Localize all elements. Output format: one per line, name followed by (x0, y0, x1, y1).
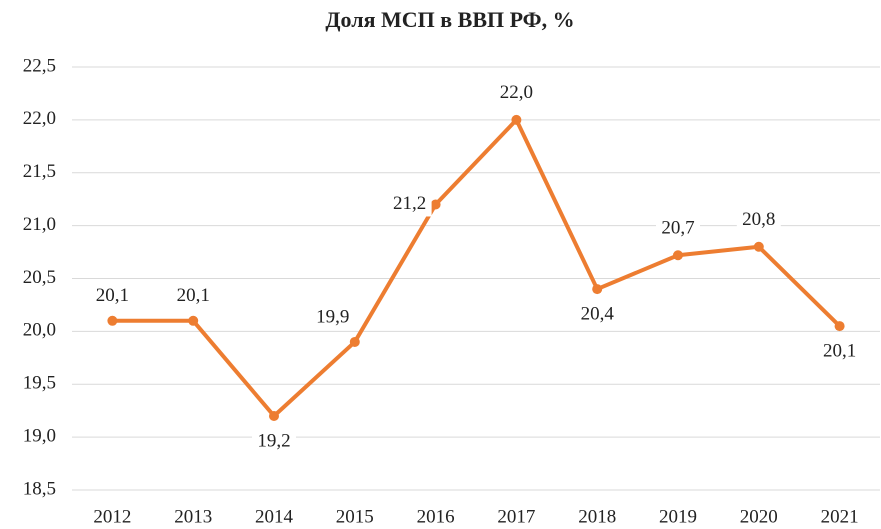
data-label: 22,0 (500, 82, 533, 103)
label-background (494, 81, 539, 106)
point (430, 199, 441, 210)
data-label: 20,1 (177, 285, 210, 306)
x-tick-label: 2015 (336, 506, 374, 527)
x-tick-label: 2018 (578, 506, 616, 527)
x-tick-label: 2017 (497, 506, 535, 527)
data-label: 20,1 (96, 285, 129, 306)
point (107, 315, 118, 326)
y-tick-label: 20,5 (23, 267, 56, 288)
x-tick-label: 2013 (174, 506, 212, 527)
y-tick-label: 18,5 (23, 478, 56, 499)
point (834, 321, 845, 332)
data-label: 20,8 (742, 209, 775, 230)
y-tick-label: 22,5 (23, 55, 56, 76)
data-label: 20,7 (661, 218, 694, 239)
point (349, 336, 360, 347)
y-tick-label: 20,0 (23, 320, 56, 341)
point (188, 315, 199, 326)
label-background (90, 284, 135, 309)
point (511, 114, 522, 125)
label-background (310, 305, 355, 330)
data-label: 19,9 (316, 306, 349, 327)
point (673, 250, 683, 261)
x-tick-label: 2020 (740, 506, 778, 527)
label-background (817, 340, 862, 365)
x-tick-label: 2016 (417, 506, 455, 527)
y-tick-label: 19,0 (23, 425, 56, 446)
data-label: 19,2 (257, 430, 290, 451)
point (592, 284, 603, 295)
y-tick-label: 21,5 (23, 161, 56, 182)
data-label: 20,1 (823, 340, 856, 361)
x-tick-label: 2019 (659, 506, 697, 527)
point (753, 241, 764, 252)
x-tick-label: 2014 (255, 506, 294, 527)
line (112, 117, 842, 418)
data-label: 20,4 (581, 303, 615, 324)
chart-title: Доля МСП в ВВП РФ, % (325, 7, 574, 32)
label-background (252, 429, 296, 454)
label-background (736, 208, 781, 233)
point (269, 410, 279, 421)
y-tick-label: 19,5 (23, 373, 56, 394)
x-tick-label: 2021 (821, 506, 859, 527)
label-background (575, 303, 620, 328)
label-background (171, 284, 216, 309)
x-tick-label: 2012 (93, 506, 131, 527)
data-label: 21,2 (393, 193, 426, 214)
label-background (656, 217, 700, 242)
y-tick-label: 21,0 (23, 214, 56, 235)
label-background (387, 192, 432, 217)
y-tick-label: 22,0 (23, 108, 56, 129)
